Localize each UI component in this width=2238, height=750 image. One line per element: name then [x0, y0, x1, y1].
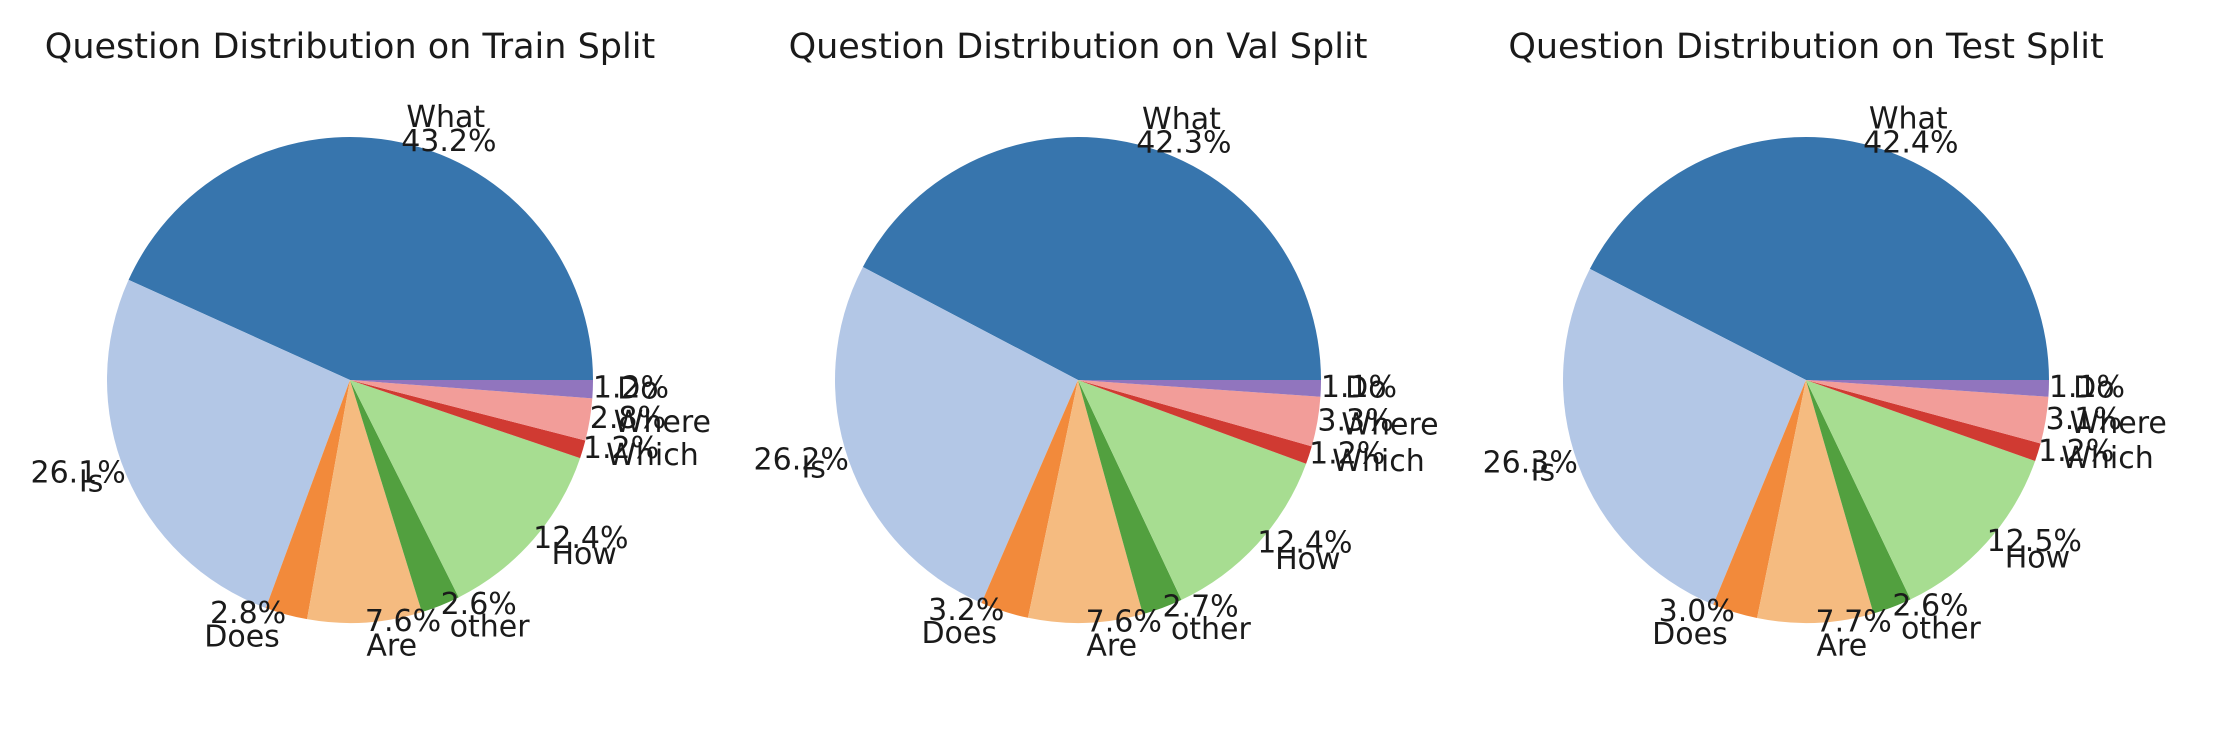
- slice-label-do: Do: [2073, 371, 2114, 406]
- slice-percent-is: 26.1%: [31, 455, 126, 490]
- slice-which: [1078, 380, 1312, 464]
- slice-percent-how: 12.4%: [1257, 526, 1352, 561]
- slice-percent-are: 7.6%: [365, 604, 441, 639]
- slice-do: [1806, 380, 2049, 397]
- slice-label-do: Do: [1345, 371, 1386, 406]
- test-split-pie-panel: Question Distribution on Test Split What…: [1483, 27, 2167, 664]
- slice-label-is: Is: [79, 465, 103, 500]
- slice-how: [350, 380, 581, 598]
- slice-other: [1806, 380, 1911, 614]
- slice-does: [981, 380, 1078, 618]
- slice-percent-which: 1.2%: [583, 431, 659, 466]
- slice-label-other: other: [1171, 612, 1252, 647]
- slice-what: [128, 136, 593, 380]
- slice-label-does: Does: [204, 619, 280, 654]
- slice-label-which: Which: [2061, 441, 2154, 476]
- slice-what: [1589, 136, 2049, 380]
- slice-do: [1078, 380, 1321, 397]
- slice-label-where: Where: [614, 405, 711, 440]
- slice-label-does: Does: [921, 616, 997, 651]
- slice-label-other: other: [1901, 611, 1982, 646]
- test-slices: [1563, 136, 2049, 623]
- slice-label-are: Are: [1086, 629, 1137, 664]
- slice-where: [350, 380, 593, 441]
- slice-percent-where: 3.3%: [1317, 403, 1393, 438]
- slice-percent-what: 42.4%: [1863, 125, 1958, 160]
- slice-are: [1757, 380, 1874, 623]
- slice-does: [265, 380, 350, 620]
- slice-percent-how: 12.4%: [533, 521, 628, 556]
- slice-percent-what: 43.2%: [401, 124, 496, 159]
- slice-label-how: How: [551, 537, 616, 572]
- slice-percent-does: 2.8%: [210, 596, 286, 631]
- slice-label-which: Which: [606, 438, 699, 473]
- slice-label-which: Which: [1332, 444, 1425, 479]
- train-split-title: Question Distribution on Train Split: [45, 27, 655, 67]
- val-split-pie-panel: Question Distribution on Val Split What4…: [754, 27, 1439, 664]
- train-split-pie-panel: Question Distribution on Train Split Wha…: [31, 27, 711, 663]
- slice-percent-is: 26.2%: [754, 442, 849, 477]
- slice-percent-is: 26.3%: [1483, 445, 1578, 480]
- slice-are: [307, 380, 422, 623]
- slice-label-do: Do: [617, 372, 658, 407]
- slice-percent-where: 2.8%: [590, 401, 666, 436]
- slice-label-where: Where: [1341, 407, 1438, 442]
- slice-how: [1078, 380, 1307, 600]
- slice-percent-other: 2.6%: [441, 587, 517, 622]
- slice-label-how: How: [1275, 542, 1340, 577]
- slice-label-what: What: [1142, 102, 1221, 137]
- slice-label-are: Are: [366, 628, 417, 663]
- slice-what: [862, 136, 1321, 380]
- slice-percent-do: 1.1%: [1321, 370, 1397, 405]
- slice-percent-other: 2.6%: [1892, 589, 1968, 624]
- slice-label-other: other: [450, 610, 531, 645]
- slice-percent-does: 3.0%: [1659, 594, 1735, 629]
- slice-percent-where: 3.1%: [2046, 402, 2122, 437]
- slice-percent-which: 1.2%: [1309, 437, 1385, 472]
- slice-label-what: What: [406, 100, 485, 135]
- slice-where: [1078, 380, 1321, 447]
- slice-are: [1027, 380, 1143, 624]
- slice-label-is: Is: [1531, 454, 1555, 489]
- val-split-title: Question Distribution on Val Split: [789, 27, 1368, 67]
- slice-is: [106, 279, 351, 608]
- train-slices: [106, 136, 593, 623]
- slice-percent-how: 12.5%: [1987, 524, 2082, 559]
- slice-percent-what: 42.3%: [1136, 126, 1231, 161]
- slice-label-does: Does: [1652, 617, 1728, 652]
- slice-which: [350, 380, 586, 459]
- slice-label-is: Is: [801, 450, 825, 485]
- slice-other: [350, 380, 459, 613]
- slice-how: [1806, 380, 2036, 600]
- slice-percent-do: 1.2%: [593, 371, 669, 406]
- slice-percent-are: 7.6%: [1086, 604, 1162, 639]
- slice-percent-are: 7.7%: [1816, 604, 1892, 639]
- slice-do: [350, 380, 593, 399]
- slice-percent-which: 1.2%: [2038, 434, 2114, 469]
- slice-is: [1563, 268, 1806, 605]
- slice-percent-other: 2.7%: [1162, 589, 1238, 624]
- test-split-title: Question Distribution on Test Split: [1508, 27, 2103, 67]
- slice-does: [1713, 380, 1806, 619]
- slice-percent-does: 3.2%: [928, 593, 1004, 628]
- val-slices: [835, 136, 1321, 624]
- slice-where: [1806, 380, 2049, 444]
- slice-is: [835, 266, 1078, 604]
- slice-label-what: What: [1869, 102, 1948, 137]
- slice-percent-do: 1.1%: [2049, 370, 2125, 405]
- slice-label-are: Are: [1817, 629, 1868, 664]
- slice-which: [1806, 380, 2041, 461]
- slice-label-how: How: [2005, 540, 2070, 575]
- slice-other: [1078, 380, 1182, 615]
- slice-label-where: Where: [2070, 406, 2167, 441]
